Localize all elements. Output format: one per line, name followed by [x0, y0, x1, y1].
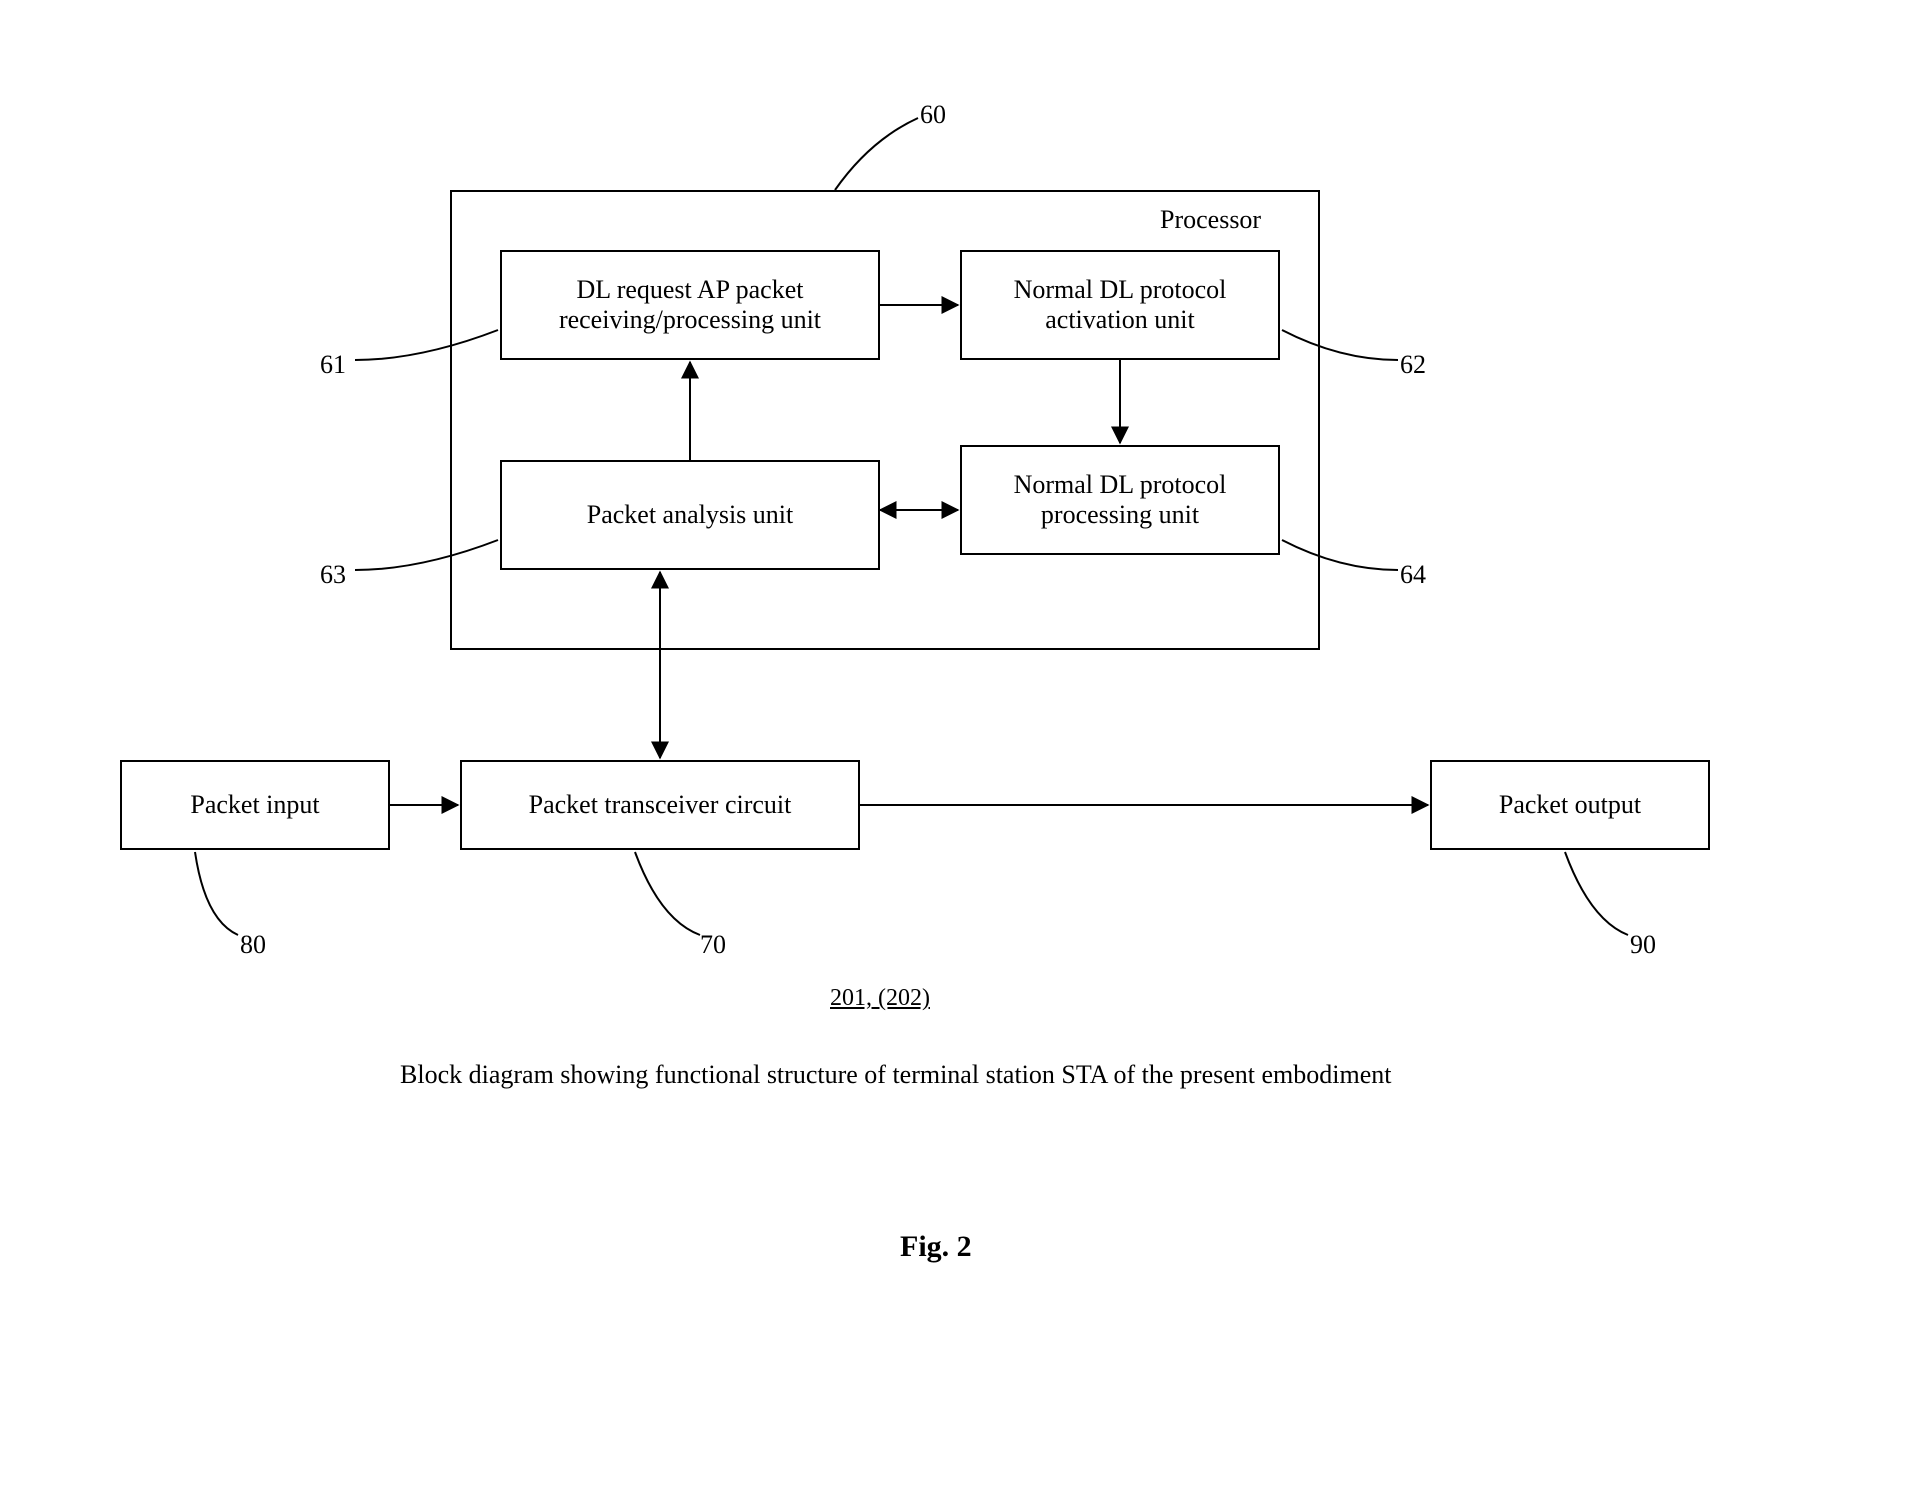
caption: Block diagram showing functional structu… — [400, 1060, 1391, 1090]
node-label: Packet analysis unit — [587, 500, 794, 530]
figure-label: Fig. 2 — [900, 1230, 972, 1264]
node-label: Normal DL protocolactivation unit — [1014, 275, 1227, 335]
node-label: Packet output — [1499, 790, 1641, 820]
diagram-stage: Processor DL request AP packetreceiving/… — [0, 0, 1919, 1488]
node-normal-dl-processing: Normal DL protocolprocessing unit — [960, 445, 1280, 555]
node-label: DL request AP packetreceiving/processing… — [559, 275, 821, 335]
footer-ref: 201, (202) — [830, 985, 930, 1012]
ref-num-80: 80 — [240, 930, 266, 960]
node-packet-output: Packet output — [1430, 760, 1710, 850]
node-label: Normal DL protocolprocessing unit — [1014, 470, 1227, 530]
ref-num-70: 70 — [700, 930, 726, 960]
node-normal-dl-activation: Normal DL protocolactivation unit — [960, 250, 1280, 360]
node-packet-transceiver: Packet transceiver circuit — [460, 760, 860, 850]
ref-num-90: 90 — [1630, 930, 1656, 960]
ref-num-62: 62 — [1400, 350, 1426, 380]
ref-num-60: 60 — [920, 100, 946, 130]
ref-num-64: 64 — [1400, 560, 1426, 590]
node-packet-analysis: Packet analysis unit — [500, 460, 880, 570]
ref-num-61: 61 — [320, 350, 346, 380]
node-dl-request-ap: DL request AP packetreceiving/processing… — [500, 250, 880, 360]
node-label: Packet transceiver circuit — [529, 790, 792, 820]
node-packet-input: Packet input — [120, 760, 390, 850]
node-label: Packet input — [190, 790, 319, 820]
ref-num-63: 63 — [320, 560, 346, 590]
processor-label: Processor — [1160, 205, 1261, 235]
